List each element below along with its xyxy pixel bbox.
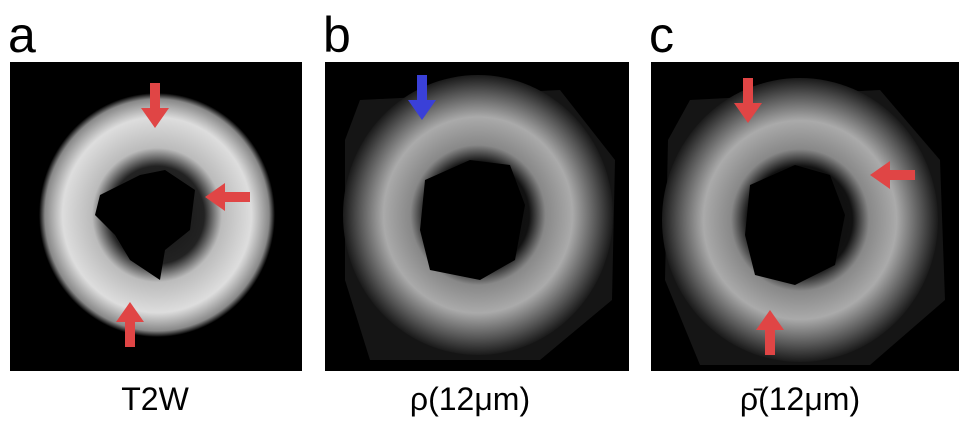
panel-label: c [649, 7, 674, 63]
arrow [734, 78, 762, 123]
arrow [141, 83, 169, 128]
panel-label: a [8, 7, 36, 63]
panel-caption: ρ̄(12μm) [740, 381, 860, 417]
arrow [756, 310, 784, 355]
panel-caption: ρ(12μm) [410, 381, 530, 417]
arrow [116, 302, 144, 347]
image-lumen [745, 165, 845, 285]
arrow [870, 161, 915, 189]
panel-caption: T2W [121, 381, 189, 417]
arrow [205, 183, 250, 211]
panel-label: b [323, 7, 351, 63]
image-lumen [420, 160, 525, 280]
arrow [408, 75, 436, 120]
image-lumen [95, 170, 195, 280]
